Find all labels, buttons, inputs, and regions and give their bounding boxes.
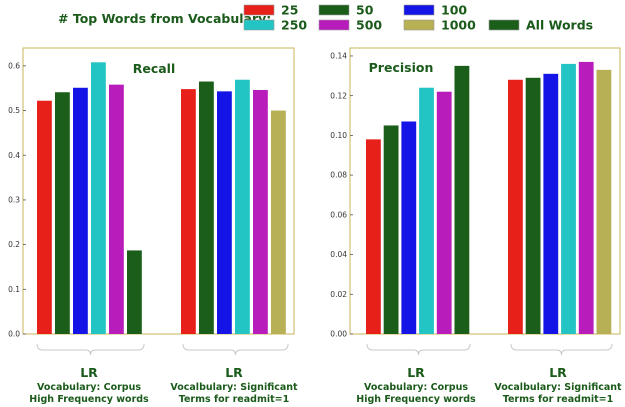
legend-label-25: 25: [281, 3, 298, 18]
bar-100: [543, 73, 559, 334]
legend-label-all-words: All Words: [526, 18, 593, 33]
group-bracket: [36, 343, 145, 356]
y-tick-label: 0.4: [8, 151, 20, 160]
bar-250: [561, 63, 576, 335]
bar-250: [419, 87, 434, 334]
legend: # Top Words from Vocabulary: 25 50 100 250 5…: [58, 3, 593, 33]
bar-25: [181, 89, 196, 334]
bar-1000: [596, 69, 612, 334]
legend-title: # Top Words from Vocabulary:: [58, 11, 271, 26]
bar-all-words: [127, 250, 142, 334]
group-subtitle: Vocabulary: Corpus: [364, 382, 468, 393]
bar-500: [109, 84, 124, 334]
y-tick-label: 0.10: [330, 131, 347, 140]
y-tick-label: 0.14: [330, 52, 347, 61]
legend-label-1000: 1000: [441, 18, 476, 33]
bar-500: [253, 90, 268, 334]
group-subtitle: Vocalbulary: Significant: [170, 382, 298, 393]
bar-1000: [271, 110, 286, 334]
bar-500: [578, 61, 594, 335]
group-subtitle: Terms for readmit=1: [179, 394, 289, 405]
group-bracket: [366, 343, 471, 356]
legend-swatch-25: [243, 4, 275, 16]
bar-100: [217, 91, 232, 334]
group-bracket: [510, 343, 613, 356]
precision-title: Precision: [369, 60, 434, 75]
y-tick-label: 0.02: [330, 290, 347, 299]
bar-all-words: [454, 65, 470, 334]
bar-50: [383, 125, 399, 334]
legend-label-100: 100: [441, 3, 467, 18]
bar-50: [525, 77, 541, 335]
bar-25: [37, 100, 52, 334]
legend-label-250: 250: [281, 18, 307, 33]
precision-chart: Precision 0.00 0.02 0.04 0.06 0.08 0.10 0.12 0.…: [330, 47, 622, 405]
legend-swatch-50: [318, 4, 350, 16]
group-subtitle: Terms for readmit=1: [503, 394, 613, 405]
legend-swatch-500: [318, 19, 350, 31]
y-tick-label: 0.06: [330, 210, 347, 219]
precision-plot-frame: [349, 47, 621, 335]
bar-250: [235, 79, 250, 335]
group-title: LR: [407, 365, 425, 380]
group-subtitle: Vocalbulary: Significant: [494, 382, 622, 393]
legend-swatch-1000: [403, 19, 435, 31]
group-title: LR: [549, 365, 567, 380]
y-tick-label: 0.0: [8, 330, 20, 339]
y-tick-label: 0.1: [8, 285, 20, 294]
y-tick-label: 0.5: [8, 106, 20, 115]
recall-plot-frame: [22, 47, 295, 335]
legend-label-50: 50: [356, 3, 374, 18]
legend-swatch-all-words: [488, 19, 520, 31]
y-tick-label: 0.04: [330, 250, 347, 259]
recall-title: Recall: [133, 61, 176, 76]
bar-25: [508, 79, 523, 335]
legend-swatch-250: [243, 19, 275, 31]
y-tick-label: 0.08: [330, 171, 347, 180]
group-bracket: [182, 343, 289, 356]
legend-swatch-100: [403, 4, 435, 16]
bar-100: [73, 87, 88, 334]
bar-50: [55, 92, 70, 334]
y-tick-label: 0.3: [8, 196, 20, 205]
bar-25: [366, 139, 381, 334]
group-subtitle: Vocabulary: Corpus: [37, 382, 141, 393]
group-title: LR: [80, 365, 98, 380]
group-title: LR: [225, 365, 243, 380]
legend-label-500: 500: [356, 18, 382, 33]
group-subtitle: High Frequency words: [29, 394, 149, 405]
y-tick-label: 0.6: [8, 61, 20, 70]
bar-250: [91, 62, 106, 335]
y-tick-label: 0.12: [330, 91, 347, 100]
bar-50: [199, 81, 214, 334]
y-tick-label: 0.2: [8, 240, 20, 249]
recall-chart: Recall 0.0 0.1 0.2 0.3 0.4 0.5 0.6 LR Vocabulary…: [8, 47, 298, 405]
group-subtitle: High Frequency words: [356, 394, 476, 405]
bar-500: [436, 91, 452, 334]
y-tick-label: 0.00: [330, 330, 347, 339]
bar-100: [401, 121, 417, 334]
